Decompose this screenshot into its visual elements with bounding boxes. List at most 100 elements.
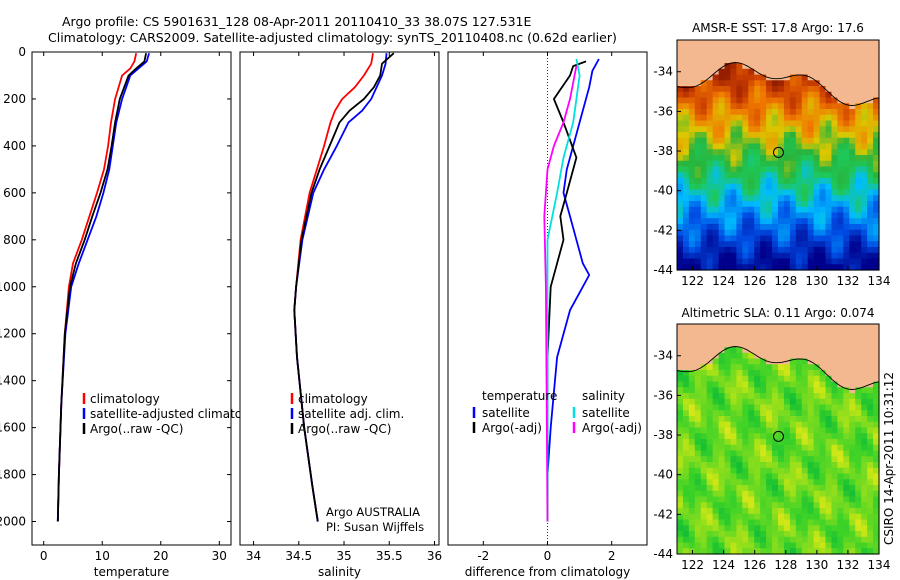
map-cell xyxy=(718,439,726,446)
map-cell xyxy=(778,398,785,406)
map-cell xyxy=(849,63,856,70)
map-cell xyxy=(742,341,749,348)
map-cell xyxy=(736,479,743,486)
map-cell xyxy=(700,324,708,331)
map-cell xyxy=(772,68,779,76)
map-cell xyxy=(700,439,708,446)
map-cell xyxy=(855,456,862,463)
map-cell xyxy=(795,143,803,150)
map-cell xyxy=(682,68,690,76)
map-cell xyxy=(807,433,815,440)
map-cell xyxy=(861,398,868,406)
map-cell xyxy=(736,189,743,196)
map-cell xyxy=(807,212,815,219)
map-cell xyxy=(867,258,874,265)
map-cell xyxy=(855,444,862,452)
map-cell xyxy=(718,189,726,196)
map-cell xyxy=(760,324,767,331)
map-cell xyxy=(855,137,862,145)
map-cell xyxy=(718,86,726,93)
map-cell xyxy=(742,114,749,122)
map-cell xyxy=(795,160,803,168)
map-cell xyxy=(730,241,738,248)
map-cell xyxy=(801,126,809,133)
map-cell xyxy=(807,375,815,383)
map-cell xyxy=(867,536,874,544)
map-cell xyxy=(694,183,702,191)
map-cell xyxy=(831,433,839,440)
map-cell xyxy=(778,508,785,515)
x-tick-label: 130 xyxy=(805,274,828,288)
map-cell xyxy=(843,63,850,70)
map-cell xyxy=(861,40,868,47)
map-cell xyxy=(718,241,726,248)
map-cell xyxy=(748,347,755,354)
map-cell xyxy=(724,252,732,260)
map-cell xyxy=(831,473,839,480)
map-cell xyxy=(831,456,839,463)
map-cell xyxy=(867,264,874,271)
map-cell xyxy=(730,68,738,76)
map-cell xyxy=(700,126,708,133)
map-cell xyxy=(677,201,684,208)
map-cell xyxy=(843,206,850,214)
map-cell xyxy=(855,189,862,196)
map-cell xyxy=(867,80,874,87)
map-cell xyxy=(742,206,749,214)
map-cell xyxy=(843,352,850,360)
map-cell xyxy=(748,195,755,202)
map-cell xyxy=(778,166,785,173)
map-cell xyxy=(843,155,850,162)
map-cell xyxy=(694,132,702,139)
map-cell xyxy=(825,421,833,429)
map-cell xyxy=(736,247,743,254)
map-cell xyxy=(712,45,720,53)
map-cell xyxy=(760,224,767,231)
map-cell xyxy=(849,450,856,457)
map-cell xyxy=(700,155,708,162)
map-cell xyxy=(801,109,809,116)
map-cell xyxy=(867,479,874,486)
map-cell xyxy=(736,444,743,452)
map-cell xyxy=(819,358,827,365)
map-cell xyxy=(772,149,779,156)
map-cell xyxy=(754,370,761,377)
map-cell xyxy=(813,143,821,150)
map-cell xyxy=(873,496,880,503)
map-cell xyxy=(778,218,785,225)
map-cell xyxy=(873,387,880,394)
map-cell xyxy=(694,467,702,475)
map-cell xyxy=(677,479,684,486)
map-cell xyxy=(706,241,714,248)
map-cell xyxy=(730,97,738,104)
map-cell xyxy=(724,502,732,509)
map-cell xyxy=(778,450,785,457)
map-cell xyxy=(789,149,797,156)
map-cell xyxy=(754,172,761,179)
map-cell xyxy=(700,335,708,342)
map-cell xyxy=(694,45,702,53)
map-cell xyxy=(783,63,791,70)
map-cell xyxy=(789,496,797,503)
map-cell xyxy=(801,218,809,225)
map-cell xyxy=(694,126,702,133)
map-cell xyxy=(855,63,862,70)
map-cell xyxy=(825,513,833,521)
map-cell xyxy=(855,229,862,237)
map-cell xyxy=(789,195,797,202)
map-cell xyxy=(825,143,833,150)
map-cell xyxy=(801,172,809,179)
map-cell xyxy=(742,264,749,271)
map-cell xyxy=(819,114,827,122)
map-cell xyxy=(843,525,850,532)
map-cell xyxy=(766,542,773,549)
map-cell xyxy=(700,404,708,411)
map-cell xyxy=(766,335,773,342)
map-cell xyxy=(688,542,696,549)
map-cell xyxy=(819,479,827,486)
map-cell xyxy=(813,398,821,406)
map-cell xyxy=(873,427,880,434)
map-cell xyxy=(754,201,761,208)
map-cell xyxy=(718,387,726,394)
map-cell xyxy=(861,218,868,225)
